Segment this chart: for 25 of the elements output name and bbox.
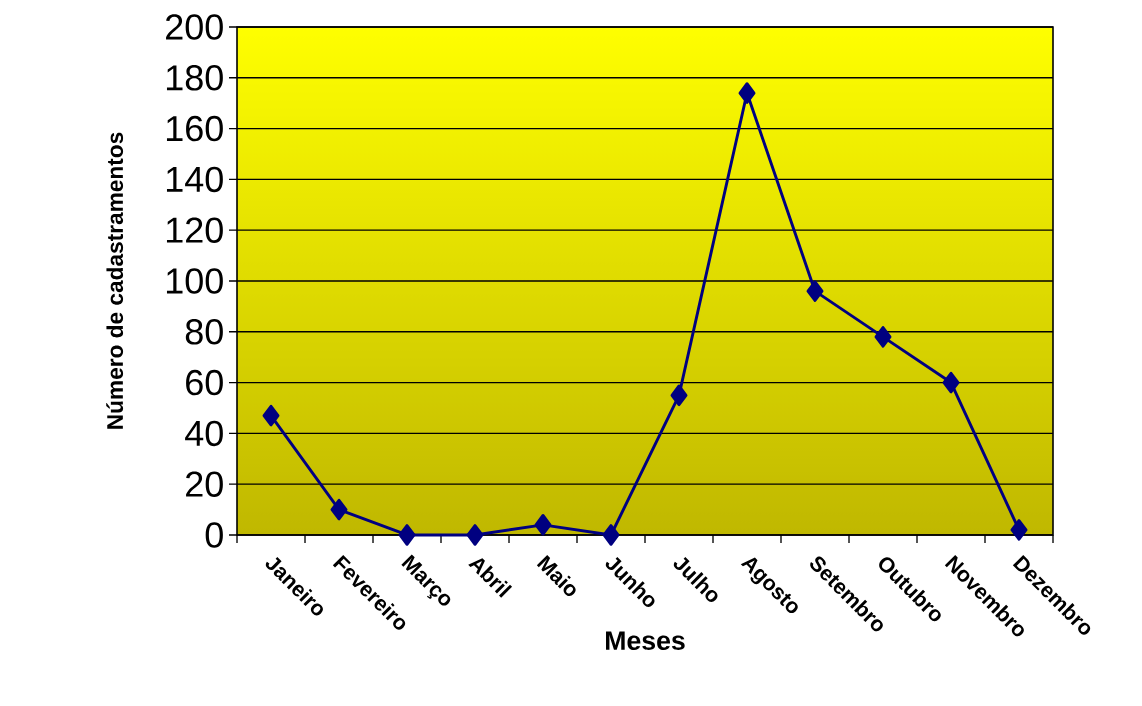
y-tick-label: 0 <box>205 522 223 548</box>
point <box>670 384 688 407</box>
y-tick-label: 180 <box>166 65 223 91</box>
point <box>466 524 484 546</box>
x-axis-title: Meses <box>606 631 685 651</box>
point <box>874 326 892 348</box>
y-tick-label: 140 <box>166 166 223 193</box>
y-tick-label: 20 <box>186 471 223 497</box>
point <box>330 498 348 521</box>
y-tick-label: 60 <box>186 369 223 396</box>
y-tick-label: 80 <box>185 319 223 345</box>
point <box>262 404 280 427</box>
point <box>602 524 620 546</box>
y-tick-label: 160 <box>166 115 223 142</box>
y-tick-label: 200 <box>166 14 223 40</box>
point <box>1010 519 1028 541</box>
point <box>942 371 960 394</box>
point <box>806 280 824 302</box>
y-tick-label: 120 <box>166 217 223 243</box>
y-tick-label: 40 <box>185 420 223 447</box>
point <box>398 524 416 546</box>
y-tick-label: 100 <box>166 268 223 294</box>
point <box>738 82 756 104</box>
point <box>534 514 552 536</box>
y-axis-title: Número de cadastramentos <box>106 132 124 429</box>
